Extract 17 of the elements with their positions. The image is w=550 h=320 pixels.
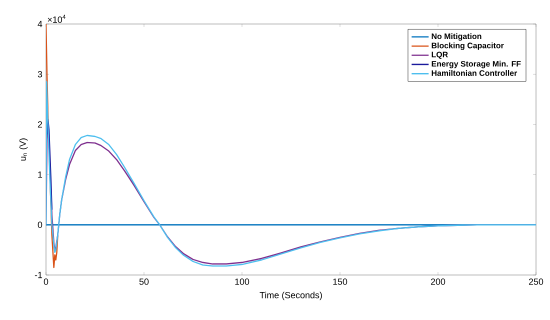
y-tick-label: -1 [34,272,42,278]
y-tick-label: 0 [38,222,42,228]
x-tick-label: 250 [528,278,544,285]
line-series [46,118,53,210]
x-tick-label: 150 [333,278,348,285]
y-tick-label: 1 [38,172,42,178]
x-tick-label: 50 [139,278,149,285]
y-tick-label: 2 [38,121,42,128]
x-axis-title: Time (Seconds) [260,292,322,300]
x-tick-label: 200 [430,278,446,285]
x-tick-label: 0 [44,278,48,285]
x-tick-label: 100 [235,278,250,285]
y-tick-label: 4 [38,20,42,28]
y-tick-label: 3 [38,71,42,78]
y-axis-title: u$_{n}$ (V) [19,138,28,161]
text: ×10$^{4}$ [48,14,66,23]
line-series [46,81,536,267]
